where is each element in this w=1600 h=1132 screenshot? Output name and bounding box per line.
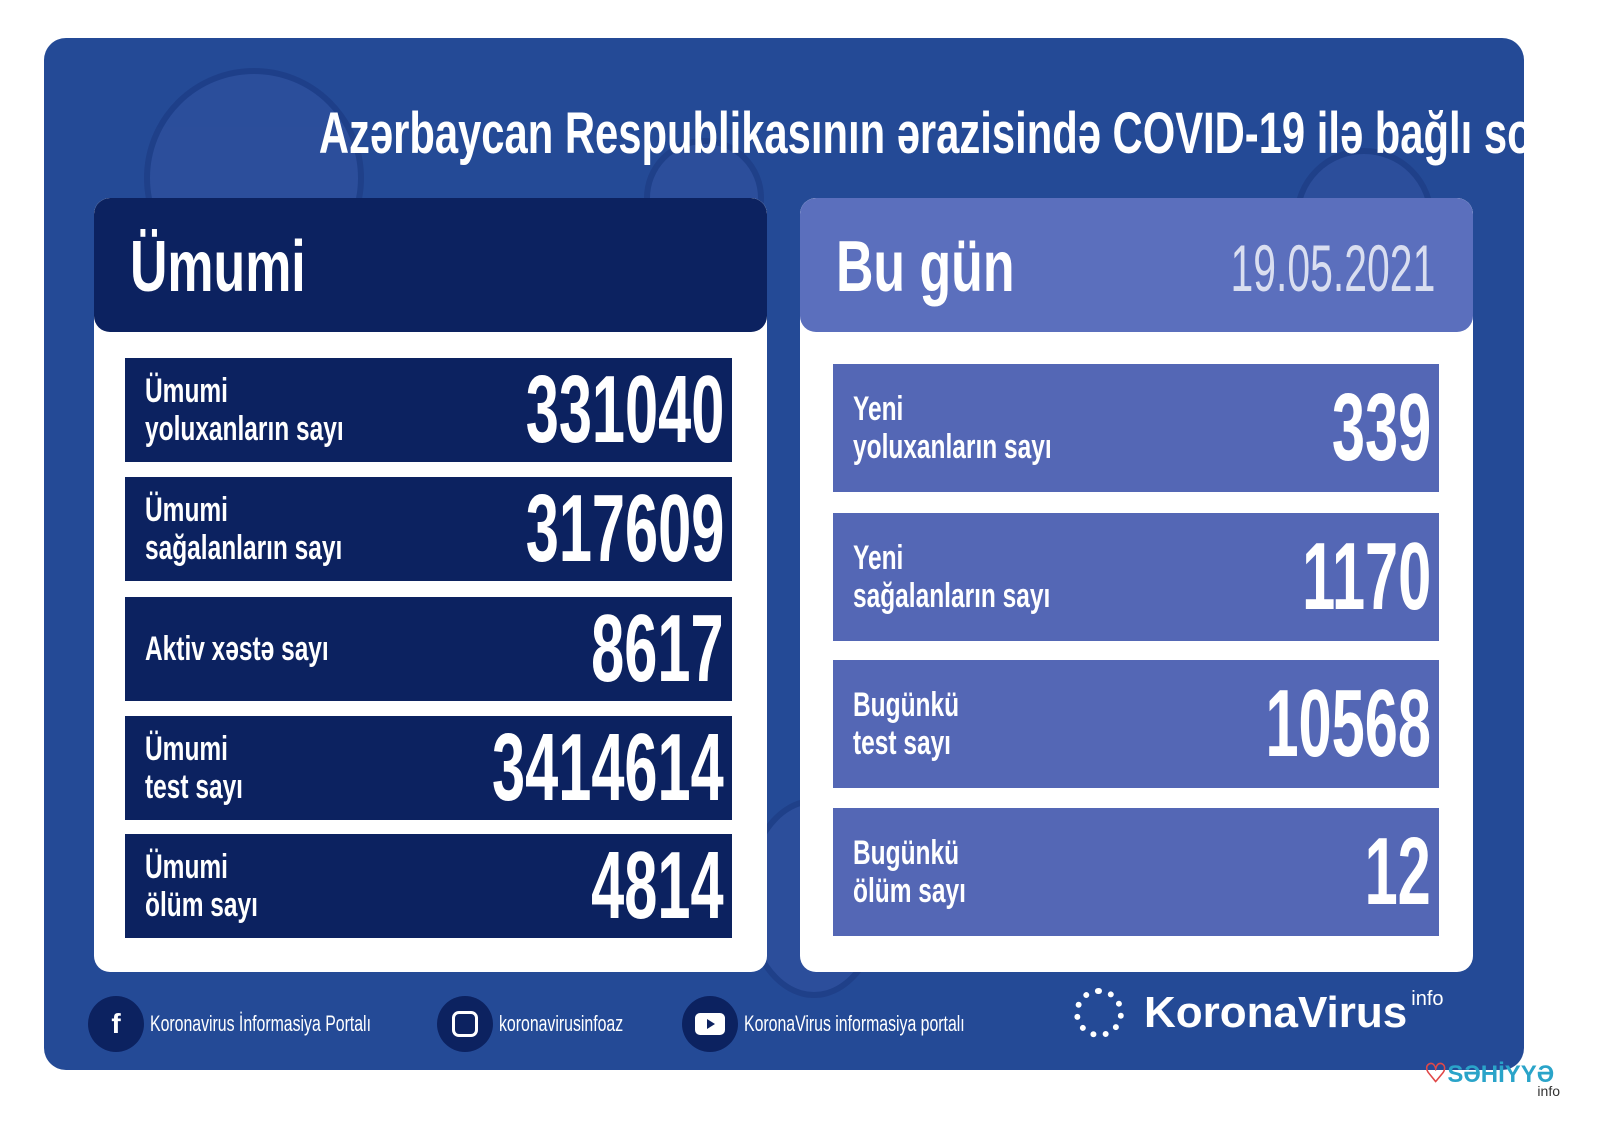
youtube-link[interactable]: KoronaVirus informasiya portalı bbox=[682, 996, 1051, 1052]
infographic-card: Azərbaycan Respublikasının ərazisində CO… bbox=[44, 38, 1524, 1070]
total-heading: Ümumi bbox=[130, 227, 306, 307]
today-heading: Bu gün bbox=[836, 227, 1015, 307]
date: 19.05.2021 bbox=[1230, 231, 1435, 305]
youtube-icon bbox=[682, 996, 738, 1052]
stat-row: Ümumi sağalanların sayı 317609 bbox=[125, 475, 732, 582]
stat-row: Bugünkü test sayı 10568 bbox=[833, 660, 1439, 788]
today-panel: Bu gün 19.05.2021 Yeni yoluxanların sayı 3… bbox=[800, 198, 1473, 972]
sun-virus-icon bbox=[1074, 988, 1124, 1038]
stat-row: Bugünkü ölüm sayı 12 bbox=[833, 808, 1439, 936]
heart-icon: ♡ bbox=[1424, 1058, 1448, 1088]
stat-row: Yeni yoluxanların sayı 339 bbox=[833, 364, 1439, 492]
stat-row: Ümumi yoluxanların sayı 331040 bbox=[125, 356, 732, 463]
page-title: Azərbaycan Respublikasının ərazisində CO… bbox=[318, 101, 1524, 166]
stat-row: Aktiv xəstə sayı 8617 bbox=[125, 595, 732, 702]
stat-row: Ümumi ölüm sayı 4814 bbox=[125, 832, 732, 939]
instagram-link[interactable]: koronavirusinfoaz bbox=[437, 996, 671, 1052]
today-header: Bu gün 19.05.2021 bbox=[800, 198, 1473, 332]
koronavirus-logo: KoronaVirus info bbox=[1074, 988, 1444, 1038]
facebook-icon: f bbox=[88, 996, 144, 1052]
total-header: Ümumi bbox=[94, 198, 767, 332]
facebook-link[interactable]: f Koronavirus İnformasiya Portalı bbox=[88, 996, 457, 1052]
instagram-icon bbox=[437, 996, 493, 1052]
stat-row: Yeni sağalanların sayı 1170 bbox=[833, 513, 1439, 641]
stat-row: Ümumi test sayı 3414614 bbox=[125, 714, 732, 821]
total-panel: Ümumi Ümumi yoluxanların sayı 331040 Ümumi… bbox=[94, 198, 767, 972]
sehiyye-watermark: ♡SƏHİYYƏ info bbox=[1424, 1058, 1560, 1099]
